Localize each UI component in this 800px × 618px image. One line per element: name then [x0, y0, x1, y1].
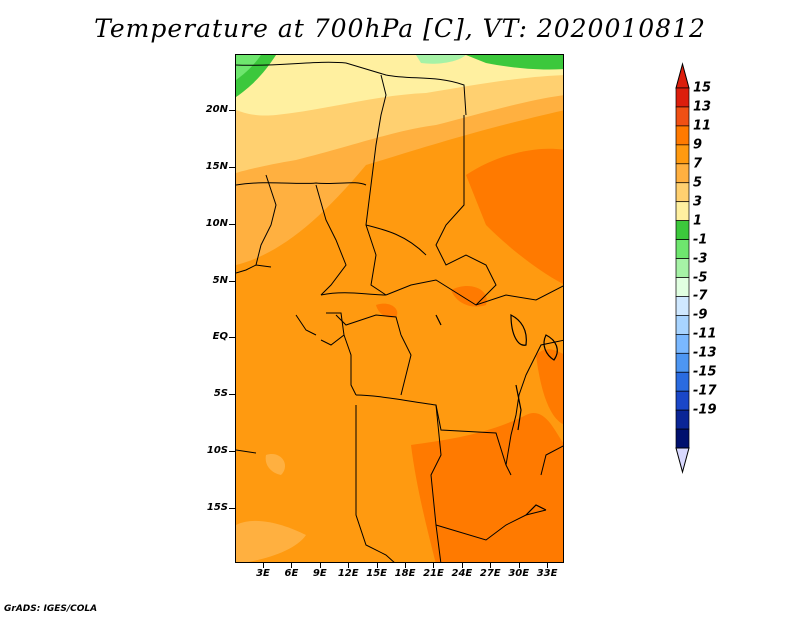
- colorbar-label: 9: [693, 137, 703, 153]
- lon-label: 18E: [394, 568, 416, 579]
- colorbar-label: -3: [693, 251, 708, 267]
- lat-label: 5S: [213, 388, 228, 400]
- lon-tick: [433, 563, 435, 568]
- lon-tick: [405, 563, 407, 568]
- colorbar-label: -13: [693, 345, 717, 361]
- colorbar-segment: [675, 125, 690, 146]
- lat-tick: [229, 451, 235, 453]
- lat-label: 5N: [212, 274, 228, 286]
- colorbar-segment: [675, 201, 690, 221]
- lon-tick: [376, 563, 378, 568]
- colorbar-top-arrow: [675, 62, 690, 89]
- colorbar-label: 3: [693, 194, 703, 210]
- lon-label: 9E: [312, 568, 327, 579]
- lon-label: 33E: [536, 568, 558, 579]
- lat-label: 10N: [205, 217, 228, 229]
- lon-tick: [490, 563, 492, 568]
- colorbar-segment: [675, 390, 690, 411]
- lat-tick: [229, 337, 235, 339]
- lat-tick: [229, 110, 235, 111]
- colorbar-label: -5: [693, 270, 708, 285]
- colorbar-label: -15: [693, 364, 717, 380]
- colorbar-segment: [675, 163, 690, 184]
- credit-text: GrADS: IGES/COLA: [4, 604, 98, 614]
- lon-tick: [547, 563, 549, 568]
- colorbar-segment: [675, 428, 690, 449]
- colorbar-segment: [675, 409, 690, 430]
- lat-tick: [229, 280, 235, 282]
- lon-label: 21E: [423, 568, 444, 579]
- lon-label: 24E: [451, 568, 473, 579]
- colorbar-label: -7: [693, 288, 708, 304]
- lat-label: 10S: [206, 445, 228, 457]
- colorbar-bottom-arrow: [675, 447, 690, 474]
- colorbar-segment: [675, 87, 690, 108]
- lon-tick: [291, 563, 293, 568]
- colorbar-segment: [675, 220, 690, 240]
- lat-label: 15S: [206, 501, 228, 513]
- colorbar-segment: [675, 277, 690, 297]
- colorbar-segment: [675, 182, 690, 203]
- colorbar-label: -11: [693, 326, 717, 342]
- colorbar-segment: [675, 144, 690, 165]
- lat-tick: [229, 166, 235, 168]
- lat-label: EQ: [212, 331, 228, 343]
- colorbar-label: -17: [693, 383, 717, 399]
- lon-label: 12E: [337, 568, 359, 579]
- lat-tick: [229, 223, 235, 225]
- colorbar-label: -1: [693, 232, 708, 248]
- lon-label: 3E: [256, 568, 270, 579]
- colorbar-segment: [675, 315, 690, 335]
- colorbar-segment: [675, 371, 690, 392]
- colorbar-segment: [675, 258, 690, 278]
- colorbar-segment: [675, 352, 690, 373]
- map-title: Temperature at 700hPa [C], VT: 202001081…: [94, 14, 706, 43]
- lat-label: 20N: [205, 104, 228, 115]
- lon-tick: [348, 563, 350, 568]
- colorbar-label: 7: [693, 156, 703, 172]
- colorbar-segment: [675, 106, 690, 127]
- colorbar-label: -19: [693, 402, 717, 418]
- colorbar-segment: [675, 296, 690, 316]
- colorbar-segment: [675, 334, 690, 354]
- colorbar-label: 11: [693, 118, 712, 134]
- colorbar-label: 5: [693, 175, 703, 191]
- lon-tick: [263, 563, 264, 568]
- colorbar-segment: [675, 239, 690, 259]
- lon-tick: [319, 563, 321, 568]
- colorbar-label: -9: [693, 307, 708, 323]
- lat-label: 15N: [205, 160, 228, 172]
- lon-tick: [461, 563, 463, 568]
- lat-tick: [229, 394, 235, 396]
- lon-label: 6E: [284, 568, 299, 579]
- lon-label: 27E: [479, 568, 501, 579]
- lon-label: 30E: [508, 568, 530, 579]
- colorbar-label: 13: [693, 99, 712, 115]
- lon-tick: [518, 563, 520, 568]
- colorbar-label: 1: [693, 213, 703, 229]
- temperature-map: [235, 54, 564, 563]
- lon-label: 15E: [366, 568, 387, 579]
- lat-tick: [229, 507, 235, 509]
- colorbar-label: 15: [693, 80, 712, 96]
